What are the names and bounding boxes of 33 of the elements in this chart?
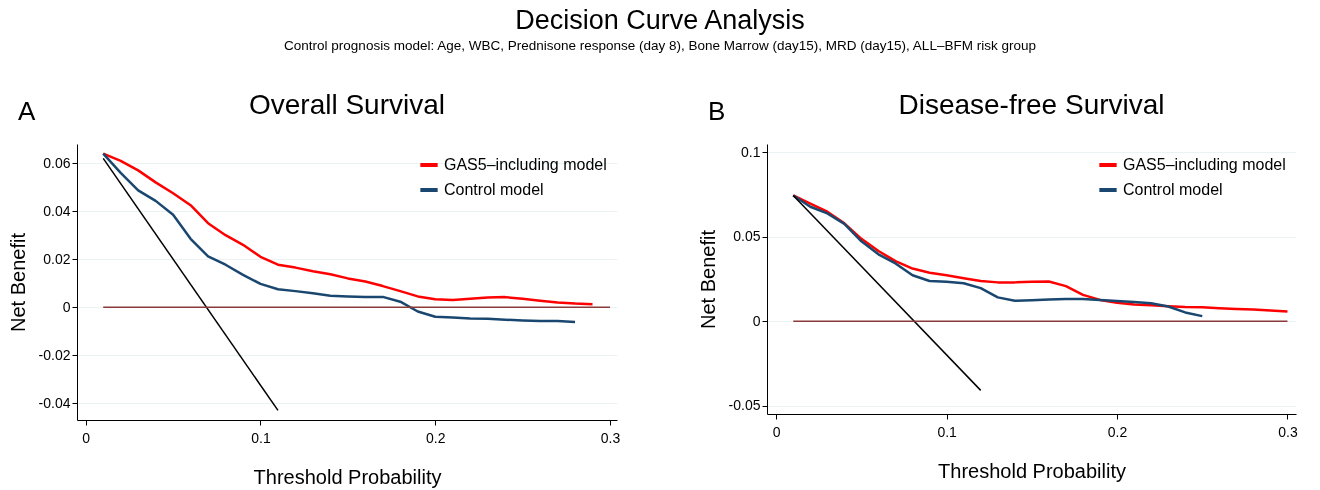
y-tick-label: 0 xyxy=(752,312,761,329)
y-tick-label: 0.1 xyxy=(741,143,761,160)
y-tick-label: -0.04 xyxy=(38,394,71,411)
chart-title: Overall Survival xyxy=(248,89,446,120)
x-tick-label: 0.3 xyxy=(1278,423,1298,440)
legend-label: GAS5–including model xyxy=(444,156,607,173)
x-tick-label: 0 xyxy=(82,429,91,446)
y-tick-label: -0.02 xyxy=(38,346,71,363)
x-tick-label: 0.1 xyxy=(251,429,271,446)
x-tick-label: 0.2 xyxy=(1107,423,1128,440)
y-tick-label: 0.04 xyxy=(43,202,71,219)
x-tick-label: 0.3 xyxy=(600,429,621,446)
x-tick-label: 0.1 xyxy=(937,423,958,440)
y-tick-label: 0.02 xyxy=(43,250,71,267)
y-tick-label: 0.06 xyxy=(43,154,71,171)
y-tick-label: 0 xyxy=(62,298,71,315)
legend-label: GAS5–including model xyxy=(1123,156,1286,173)
text: Decision Curve Analysis xyxy=(514,4,806,36)
x-tick-label: 0 xyxy=(772,423,781,440)
text: Control prognosis model: Age, WBC, Prednisone response (day 8), Bone Marrow (day15), MRD (day15), ALL–BFM risk group xyxy=(283,37,1037,55)
text: A xyxy=(18,96,36,127)
y-axis-title: Net Benefit xyxy=(696,229,719,329)
y-tick-label: -0.05 xyxy=(728,397,761,414)
x-axis-title: Threshold Probability xyxy=(938,459,1126,482)
chart-title: Disease-free Survival xyxy=(898,89,1165,120)
x-tick-label: 0.2 xyxy=(426,429,446,446)
legend-label: Control model xyxy=(444,181,544,198)
x-axis-title: Threshold Probability xyxy=(253,465,442,488)
y-tick-label: 0.05 xyxy=(733,228,761,245)
text: B xyxy=(708,96,726,127)
y-axis-title: Net Benefit xyxy=(6,232,29,332)
legend-label: Control model xyxy=(1123,181,1223,198)
line-series xyxy=(792,194,1204,318)
